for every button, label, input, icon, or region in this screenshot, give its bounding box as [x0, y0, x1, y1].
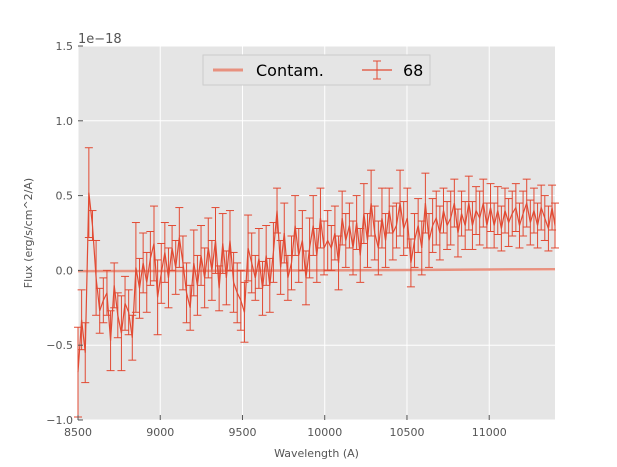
y-tick-label: 0.5 [56, 190, 74, 203]
spectrum-series [77, 192, 556, 373]
x-tick-label: 10000 [307, 426, 342, 439]
x-tick-label: 11000 [472, 426, 507, 439]
spectrum-line [77, 192, 556, 373]
legend-contam-label: Contam. [256, 61, 324, 80]
y-axis-ticks: −1.0 −0.5 0.0 0.5 1.0 1.5 [46, 40, 83, 427]
x-tick-label: 9000 [146, 426, 174, 439]
x-axis-ticks: 8500 9000 9500 10000 10500 11000 [64, 415, 507, 439]
legend: Contam. 68 [202, 54, 431, 86]
y-offset-label: 1e−18 [78, 32, 122, 47]
y-axis-label: Flux (erg/s/cm^2/A) [22, 178, 35, 288]
y-tick-label: 0.0 [56, 264, 74, 277]
x-axis-label: Wavelength (A) [274, 447, 359, 460]
y-tick-label: −0.5 [46, 339, 73, 352]
x-tick-label: 8500 [64, 426, 92, 439]
y-tick-label: 1.0 [56, 115, 74, 128]
legend-errorbar-swatch [362, 60, 392, 80]
y-tick-label: −1.0 [46, 414, 73, 427]
legend-series-label: 68 [403, 61, 423, 80]
x-tick-label: 10500 [389, 426, 424, 439]
x-tick-label: 9500 [228, 426, 256, 439]
y-tick-label: 1.5 [56, 40, 74, 53]
